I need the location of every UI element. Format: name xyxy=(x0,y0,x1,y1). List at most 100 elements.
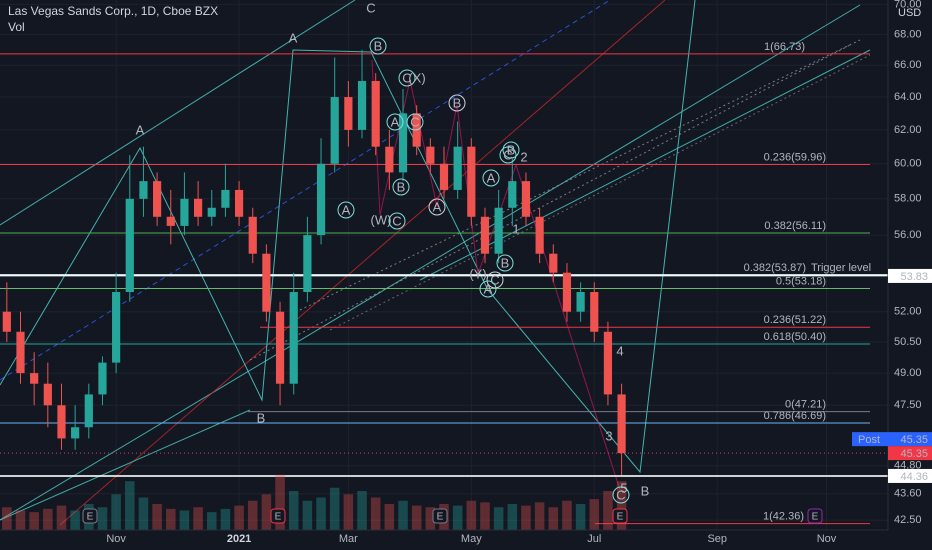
wave-circle xyxy=(482,169,500,187)
wave-label: 4 xyxy=(616,343,623,358)
volume-bar xyxy=(507,504,518,530)
volume-bar xyxy=(138,497,149,530)
volume-bar xyxy=(493,507,504,530)
wave-label: A xyxy=(487,170,496,185)
candle-body xyxy=(344,97,353,130)
volume-bar xyxy=(179,510,190,530)
candle-body xyxy=(84,394,93,428)
volume-bar xyxy=(152,504,162,530)
wave-circle xyxy=(388,212,406,230)
earnings-box xyxy=(807,508,823,524)
wave-label: A xyxy=(136,122,145,137)
candle-body xyxy=(98,362,107,395)
y-tick-label: 47.50 xyxy=(894,399,922,411)
wave-label: C xyxy=(410,114,419,129)
price-badge-label: 45.35 xyxy=(900,434,928,446)
candle-body xyxy=(125,198,134,292)
volume-bar xyxy=(316,497,326,530)
volume-bar xyxy=(275,474,285,530)
price-badge-label: 53.83 xyxy=(900,271,928,283)
candle-body xyxy=(549,253,558,273)
trend-line xyxy=(0,4,861,521)
price-badge xyxy=(888,432,932,447)
fib-label: 0.236(51.22) xyxy=(764,314,826,326)
volume-bar xyxy=(589,499,600,530)
price-badge-label: 44.36 xyxy=(900,471,928,483)
volume-bar xyxy=(370,497,381,530)
wave-label: 1 xyxy=(512,221,519,236)
trigger-label: Trigger level xyxy=(811,262,871,274)
y-tick-label: 50.50 xyxy=(894,336,922,348)
wave-label: (Y) xyxy=(469,266,486,281)
x-tick-label: Nov xyxy=(817,533,837,545)
volume-bar xyxy=(234,505,244,530)
x-tick-label: Sep xyxy=(707,533,727,545)
y-tick-label: 66.00 xyxy=(894,59,922,71)
wave-label: B xyxy=(507,142,516,157)
volume-bar xyxy=(466,500,477,530)
volume-bar xyxy=(575,504,586,530)
candle-body xyxy=(248,216,257,254)
earnings-label: E xyxy=(812,512,819,523)
wave-circle xyxy=(398,69,416,87)
fib-label: 0.5(53.18) xyxy=(776,275,826,287)
earnings-box xyxy=(432,508,448,524)
price-badge xyxy=(888,268,932,283)
candle-body xyxy=(262,253,271,312)
wave-label: B xyxy=(374,38,383,53)
candle-body xyxy=(576,291,585,312)
volume-bar xyxy=(29,512,39,530)
candle-body xyxy=(357,81,367,130)
candle-body xyxy=(234,189,244,217)
volume-bar xyxy=(56,505,67,530)
y-tick-label: 62.00 xyxy=(894,124,922,136)
candle-body xyxy=(193,198,203,217)
wave-label: C xyxy=(503,147,512,162)
candle-body xyxy=(57,405,66,439)
candle-body xyxy=(180,198,189,226)
candle-body xyxy=(590,291,599,332)
wave-circle xyxy=(386,113,404,131)
volume-bar xyxy=(220,508,231,530)
volume-bar xyxy=(193,507,203,530)
candle-body xyxy=(398,113,408,173)
price-badge-tag-label: Post xyxy=(858,434,880,446)
wave-label: 2 xyxy=(520,149,527,164)
fib-label: 0.382(56.11) xyxy=(764,220,826,232)
volume-bar xyxy=(261,494,272,530)
fib-label: 0.382(53.87) xyxy=(744,262,806,274)
candle-body xyxy=(207,207,216,217)
currency: USD xyxy=(898,7,921,19)
chart-title: Las Vegas Sands Corp., 1D, Cboe BZX xyxy=(8,4,218,18)
volume-bar xyxy=(165,508,176,530)
wave-label: B xyxy=(397,179,406,194)
fib-label: 1(42.36) xyxy=(763,511,804,523)
candle-body xyxy=(467,146,476,217)
wave-label: (X) xyxy=(408,70,425,85)
wave-circle xyxy=(392,178,410,196)
wave-label: C xyxy=(392,213,401,228)
volume-bar xyxy=(206,512,217,530)
candle-body xyxy=(521,181,531,217)
wave-circle xyxy=(499,146,517,164)
y-tick-label: 70.00 xyxy=(894,0,922,10)
volume-bar xyxy=(343,494,354,530)
volume-bar xyxy=(97,507,108,530)
wave-label: C xyxy=(402,70,411,85)
candle-body xyxy=(303,235,312,292)
y-tick-label: 44.80 xyxy=(894,460,922,472)
volume-bar xyxy=(521,505,531,530)
wave-circle xyxy=(406,113,424,131)
earnings-box xyxy=(612,508,628,524)
candle-body xyxy=(535,216,544,254)
candle-body xyxy=(71,427,80,439)
price-badge-tag xyxy=(852,432,888,447)
wave-circle xyxy=(486,271,504,289)
trend-line xyxy=(0,409,251,521)
wave-label: (W) xyxy=(371,212,392,227)
y-tick-label: 68.00 xyxy=(894,28,922,40)
volume-bar xyxy=(411,505,422,530)
candle-body xyxy=(508,181,517,208)
volume-bar xyxy=(70,510,80,530)
